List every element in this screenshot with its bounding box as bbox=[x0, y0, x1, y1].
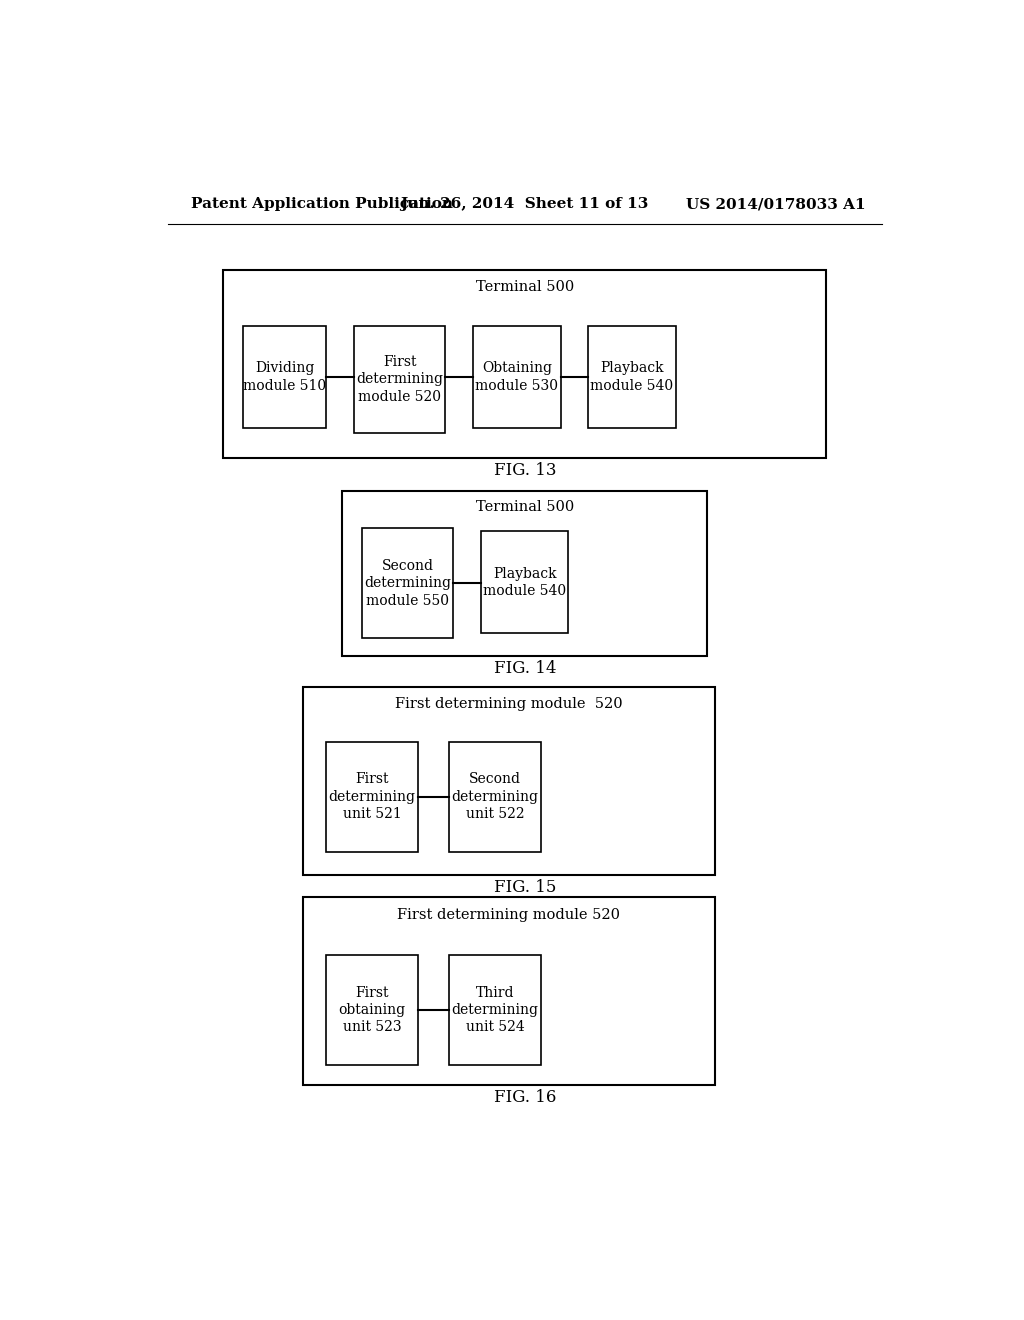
Text: FIG. 15: FIG. 15 bbox=[494, 879, 556, 896]
Text: FIG. 16: FIG. 16 bbox=[494, 1089, 556, 1106]
FancyBboxPatch shape bbox=[450, 956, 541, 1065]
Text: FIG. 14: FIG. 14 bbox=[494, 660, 556, 677]
FancyBboxPatch shape bbox=[481, 532, 568, 634]
Text: Second
determining
unit 522: Second determining unit 522 bbox=[452, 772, 539, 821]
Text: FIG. 13: FIG. 13 bbox=[494, 462, 556, 479]
Text: First
determining
module 520: First determining module 520 bbox=[356, 355, 443, 404]
Text: Terminal 500: Terminal 500 bbox=[476, 500, 573, 513]
Text: Playback
module 540: Playback module 540 bbox=[483, 566, 566, 598]
FancyBboxPatch shape bbox=[303, 686, 715, 875]
Text: Playback
module 540: Playback module 540 bbox=[591, 362, 674, 392]
Text: Patent Application Publication: Patent Application Publication bbox=[191, 197, 454, 211]
FancyBboxPatch shape bbox=[450, 742, 541, 851]
Text: First
determining
unit 521: First determining unit 521 bbox=[329, 772, 416, 821]
FancyBboxPatch shape bbox=[362, 528, 454, 638]
Text: US 2014/0178033 A1: US 2014/0178033 A1 bbox=[686, 197, 866, 211]
Text: First
obtaining
unit 523: First obtaining unit 523 bbox=[339, 986, 406, 1035]
Text: Second
determining
module 550: Second determining module 550 bbox=[365, 558, 452, 607]
FancyBboxPatch shape bbox=[327, 956, 418, 1065]
FancyBboxPatch shape bbox=[354, 326, 445, 433]
Text: Obtaining
module 530: Obtaining module 530 bbox=[475, 362, 558, 392]
FancyBboxPatch shape bbox=[243, 326, 327, 428]
FancyBboxPatch shape bbox=[303, 898, 715, 1085]
Text: Third
determining
unit 524: Third determining unit 524 bbox=[452, 986, 539, 1035]
FancyBboxPatch shape bbox=[473, 326, 560, 428]
FancyBboxPatch shape bbox=[588, 326, 676, 428]
Text: Dividing
module 510: Dividing module 510 bbox=[243, 362, 327, 392]
FancyBboxPatch shape bbox=[327, 742, 418, 851]
Text: Jun. 26, 2014  Sheet 11 of 13: Jun. 26, 2014 Sheet 11 of 13 bbox=[400, 197, 649, 211]
Text: First determining module  520: First determining module 520 bbox=[395, 697, 623, 711]
Text: Terminal 500: Terminal 500 bbox=[476, 280, 573, 294]
FancyBboxPatch shape bbox=[342, 491, 708, 656]
FancyBboxPatch shape bbox=[223, 271, 826, 458]
Text: First determining module 520: First determining module 520 bbox=[397, 908, 621, 921]
